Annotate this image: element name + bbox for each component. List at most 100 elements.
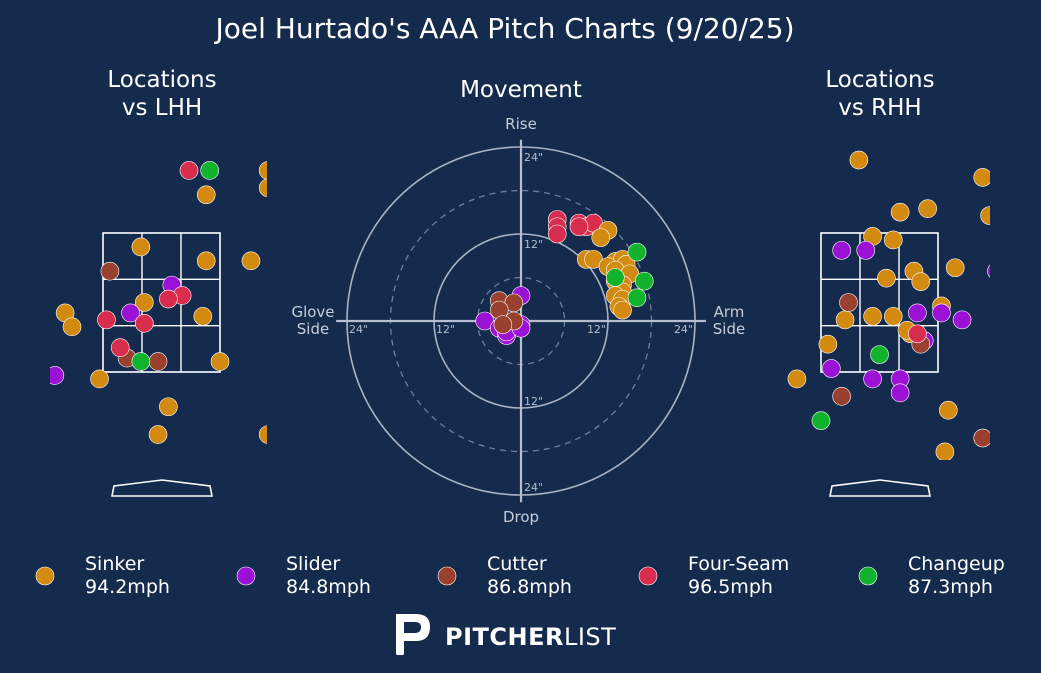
lhh-strike-zone: [102, 232, 221, 373]
rhh-point-sinker: [973, 168, 990, 187]
lhh-point-sinker: [193, 307, 213, 326]
legend-velocity: 87.3mph: [908, 576, 993, 598]
lhh-plot-area: [50, 161, 267, 444]
movement-panel: Movement 24" 12" 12" 24" 24" 12" 12" 24" Rise Dro…: [291, 77, 745, 526]
rhh-point-slider: [932, 303, 951, 323]
movement-point-four-seam: [569, 217, 589, 237]
lhh-point-four-seam: [97, 310, 116, 330]
lhh-point-sinker: [62, 317, 82, 337]
locations-vs-lhh-panel: Locations vs LHH: [50, 67, 267, 497]
rhh-plot-area: [787, 150, 1023, 460]
legend-marker: [638, 566, 658, 586]
rhh-panel-title: Locations vs RHH: [825, 67, 934, 121]
rhh-point-sinker: [935, 442, 955, 460]
figure-title: Joel Hurtado's AAA Pitch Charts (9/20/25…: [213, 12, 794, 45]
rhh-home-plate: [829, 479, 931, 497]
legend-velocity: 86.8mph: [487, 576, 572, 598]
movement-ring-label: 12": [524, 395, 543, 408]
movement-point-changeup: [634, 271, 654, 291]
movement-ring-label: 12": [436, 323, 455, 336]
rhh-point-sinker: [991, 196, 1009, 214]
rhh-point-sinker: [939, 400, 958, 420]
rhh-point-sinker: [890, 202, 910, 222]
rhh-point-sinker: [863, 307, 882, 326]
rhh-point-slider: [832, 241, 851, 260]
rhh-point-sinker: [1005, 165, 1023, 183]
movement-panel-title: Movement: [460, 77, 582, 103]
movement-label-drop: Drop: [503, 508, 539, 526]
movement-point-changeup: [627, 242, 647, 262]
legend-marker: [437, 566, 457, 586]
rhh-point-slider: [822, 359, 841, 378]
movement-ring-label: 12": [587, 323, 606, 336]
movement-ring-label: 12": [524, 238, 543, 251]
rhh-point-sinker: [883, 230, 903, 250]
rhh-point-sinker: [883, 307, 903, 326]
lhh-point-sinker: [196, 185, 216, 205]
movement-ring-label: 24": [674, 323, 693, 336]
rhh-point-cutter: [839, 293, 858, 312]
legend-velocity: 96.5mph: [688, 576, 773, 598]
lhh-point-slider: [121, 303, 140, 323]
lhh-point-changeup: [131, 352, 151, 371]
rhh-point-sinker: [1005, 210, 1023, 228]
pitcherlist-p-icon: [396, 614, 430, 655]
lhh-point-sinker: [258, 425, 267, 444]
rhh-point-cutter: [832, 387, 851, 406]
legend-pitch-name: Cutter: [487, 553, 547, 575]
lhh-point-sinker: [131, 237, 151, 257]
lhh-point-sinker: [148, 425, 168, 444]
movement-label-glove-side: Glove Side: [291, 303, 334, 338]
movement-point-four-seam: [547, 224, 567, 244]
movement-point-sinker: [613, 300, 632, 320]
rhh-point-sinker: [818, 334, 838, 354]
legend-pitch-name: Sinker: [85, 553, 144, 575]
brand-word-light: LIST: [564, 623, 616, 651]
movement-ring-label: 24": [349, 323, 368, 336]
movement-label-arm-side: Arm Side: [713, 303, 745, 338]
rhh-point-slider: [998, 346, 1016, 364]
lhh-point-four-seam: [179, 161, 199, 180]
rhh-point-sinker: [877, 268, 896, 288]
lhh-panel-title: Locations vs LHH: [107, 67, 216, 121]
lhh-point-cutter: [148, 352, 168, 371]
lhh-point-sinker: [258, 178, 267, 198]
locations-vs-rhh-panel: Locations vs RHH: [787, 67, 1023, 497]
rhh-point-sinker: [980, 206, 990, 225]
legend-pitch-name: Slider: [286, 553, 340, 575]
rhh-point-sinker: [787, 369, 807, 389]
lhh-pitch-points: [50, 161, 267, 444]
movement-point-cutter: [493, 315, 513, 334]
lhh-point-four-seam: [159, 289, 178, 309]
lhh-zone-border: [102, 232, 221, 373]
movement-ring-label: 24": [524, 151, 543, 164]
lhh-point-four-seam: [134, 314, 154, 333]
lhh-point-sinker: [210, 352, 230, 371]
movement-polar-grid: [336, 139, 706, 503]
lhh-point-changeup: [200, 161, 219, 180]
movement-ring-label: 24": [524, 481, 543, 494]
rhh-point-sinker: [911, 272, 931, 291]
lhh-point-sinker: [196, 251, 216, 271]
rhh-point-cutter: [973, 428, 990, 448]
rhh-point-slider: [856, 241, 876, 260]
svg-text:PITCHERLIST: PITCHERLIST: [445, 623, 616, 651]
legend-pitch-name: Four-Seam: [688, 553, 789, 575]
brand-word-bold: PITCHER: [445, 623, 564, 651]
rhh-pitch-points: [787, 150, 1023, 460]
rhh-point-changeup: [870, 345, 889, 364]
lhh-point-sinker: [90, 369, 109, 389]
lhh-point-sinker: [241, 251, 261, 271]
rhh-point-sinker: [918, 199, 937, 218]
lhh-point-cutter: [100, 261, 120, 281]
legend-velocity: 84.8mph: [286, 576, 371, 598]
rhh-point-slider: [952, 310, 972, 330]
movement-label-rise: Rise: [505, 115, 537, 133]
movement-pitch-points: [475, 210, 654, 345]
legend-velocity: 94.2mph: [85, 576, 170, 598]
lhh-point-four-seam: [110, 338, 130, 357]
lhh-point-slider: [50, 366, 65, 385]
legend-marker: [858, 566, 878, 586]
